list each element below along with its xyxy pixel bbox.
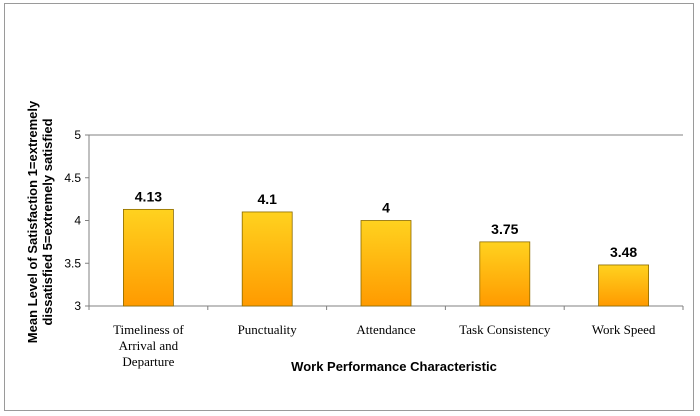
- data-labels: 4.13 4.1 4 3.75 3.48: [135, 188, 638, 260]
- category-label: Task Consistency: [459, 322, 551, 337]
- bars: [123, 208, 649, 307]
- data-label: 4.1: [257, 191, 277, 207]
- bar: [123, 208, 174, 307]
- category-label-line: Attendance: [356, 322, 415, 337]
- data-label: 4: [382, 200, 390, 216]
- x-axis-title: Work Performance Characteristic: [291, 359, 497, 374]
- y-tick-label: 5: [74, 128, 81, 142]
- bar: [598, 264, 649, 307]
- category-label: Timeliness of Arrival and Departure: [113, 322, 184, 369]
- y-axis-title-line-2: dissatisfied 5=extremely satisfied: [40, 118, 55, 325]
- y-axis-title-line-1: Mean Level of Satisfaction 1=extremely: [25, 100, 40, 343]
- category-label-line: Departure: [122, 354, 174, 369]
- data-label: 3.48: [610, 244, 637, 260]
- y-tick-label: 4: [74, 214, 81, 228]
- category-label-line: Work Speed: [592, 322, 656, 337]
- y-tick-label: 4.5: [64, 171, 81, 185]
- data-label: 4.13: [135, 188, 162, 204]
- bar: [479, 241, 531, 307]
- data-label: 3.75: [491, 221, 518, 237]
- y-axis-title: Mean Level of Satisfaction 1=extremely d…: [25, 100, 55, 343]
- category-label: Work Speed: [592, 322, 656, 337]
- bar: [360, 220, 412, 307]
- category-label-line: Timeliness of: [113, 322, 184, 337]
- category-label: Punctuality: [238, 322, 298, 337]
- category-label: Attendance: [356, 322, 415, 337]
- y-tick-label: 3: [74, 299, 81, 313]
- y-tick-label: 3.5: [64, 256, 81, 270]
- chart-frame: [4, 3, 694, 411]
- category-label-line: Task Consistency: [459, 322, 551, 337]
- category-label-line: Arrival and: [119, 338, 179, 353]
- category-labels: Timeliness of Arrival and Departure Punctua…: [113, 322, 656, 369]
- category-label-line: Punctuality: [238, 322, 298, 337]
- tick-labels: 3 3.5 4 4.5 5: [64, 128, 81, 313]
- bar: [241, 211, 293, 307]
